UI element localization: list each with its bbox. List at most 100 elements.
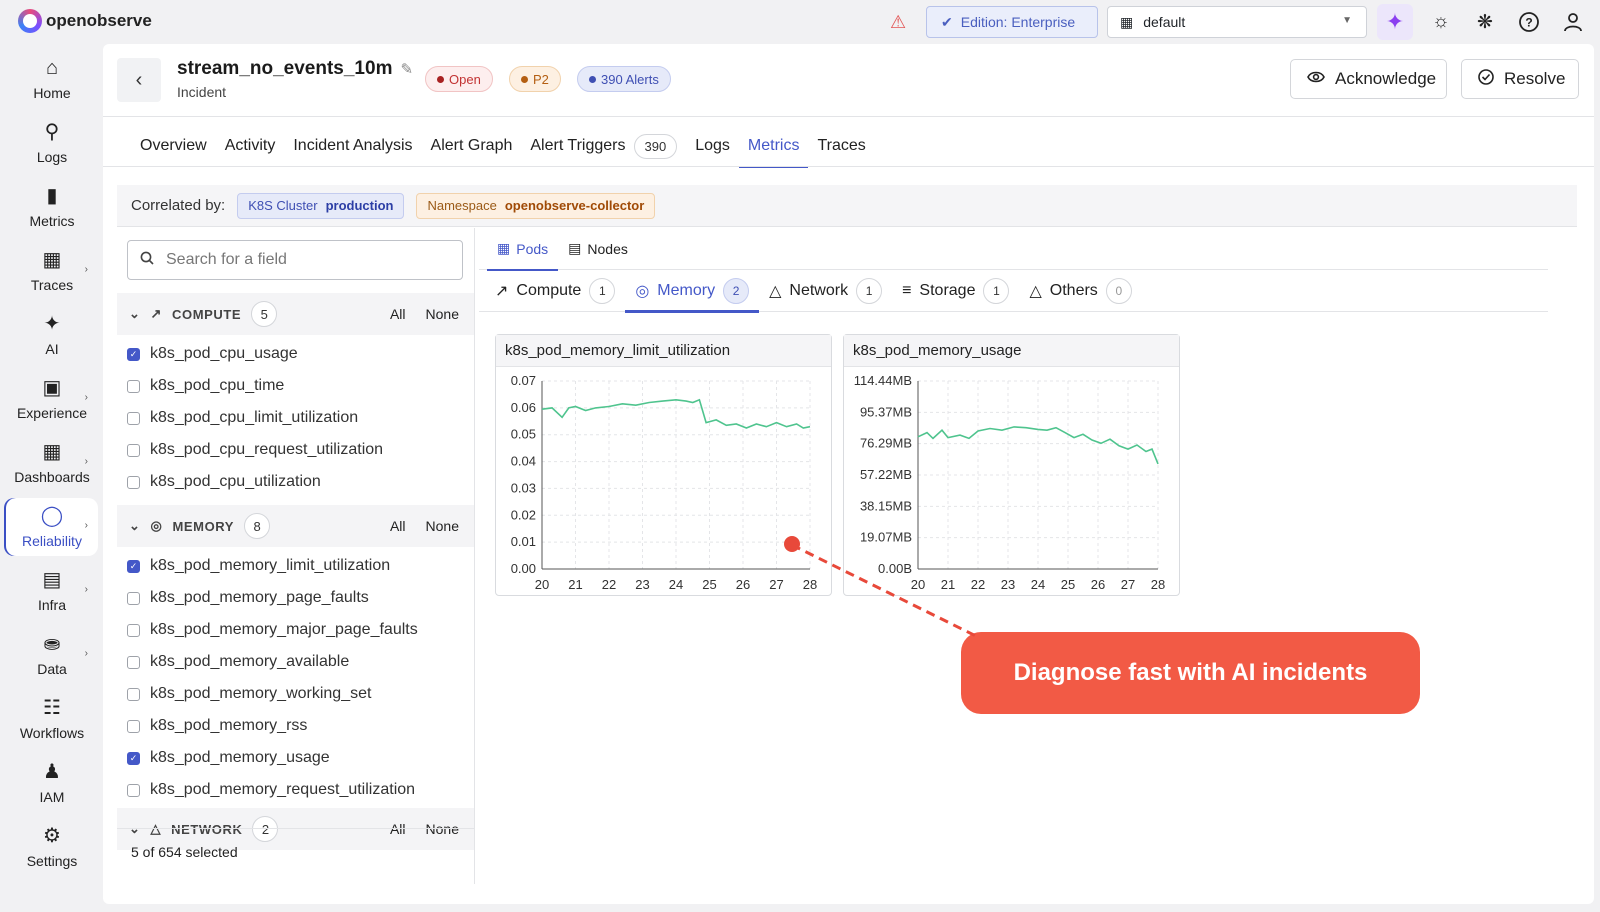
org-select[interactable]: ▦ default ▼: [1107, 6, 1367, 38]
status-text: Open: [449, 71, 481, 87]
sidebar-item-logs[interactable]: ⚲ Logs: [6, 114, 98, 172]
field-search-input[interactable]: Search for a field: [127, 240, 463, 280]
tab-pods[interactable]: ▦ Pods: [487, 228, 559, 271]
tab-label: Logs: [695, 137, 730, 154]
select-all-button[interactable]: All: [389, 518, 406, 534]
sidebar-item-workflows[interactable]: ☷ Workflows: [6, 690, 98, 748]
tab-storage[interactable]: ≡ Storage 1: [892, 270, 1019, 312]
field-row[interactable]: k8s_pod_memory_available: [127, 646, 349, 678]
x-tick-label: 28: [1151, 577, 1165, 592]
field-name: k8s_pod_cpu_request_utilization: [150, 441, 384, 458]
resolve-button[interactable]: Resolve: [1461, 59, 1579, 99]
field-row[interactable]: k8s_pod_cpu_time: [127, 370, 284, 402]
correlation-label: Correlated by:: [131, 197, 226, 214]
warning-icon[interactable]: ⚠: [890, 12, 907, 32]
sidebar-item-ai[interactable]: ✦ AI: [6, 306, 98, 364]
checkbox[interactable]: [127, 411, 140, 425]
field-row[interactable]: k8s_pod_memory_major_page_faults: [127, 614, 418, 646]
sidebar-item-home[interactable]: ⌂ Home: [6, 50, 98, 108]
field-row[interactable]: k8s_pod_cpu_utilization: [127, 466, 321, 498]
group-header-compute[interactable]: ⌄ ↗ COMPUTE 5 All None: [117, 293, 474, 335]
tab-others[interactable]: △ Others 0: [1019, 270, 1141, 312]
sidebar-item-iam[interactable]: ♟ IAM: [6, 754, 98, 812]
pods-icon: ▦: [497, 240, 511, 256]
group-header-network[interactable]: ⌄ △ NETWORK 2 All None: [117, 808, 474, 850]
y-tick-label: 0.05: [511, 427, 536, 442]
tab-alert-triggers[interactable]: Alert Triggers 390: [521, 126, 686, 166]
tab-label: Alert Triggers: [530, 137, 626, 154]
namespace-chip[interactable]: Namespace openobserve-collector: [416, 192, 656, 219]
checkbox[interactable]: [127, 591, 140, 605]
sidebar-item-infra[interactable]: ▤ Infra ›: [6, 562, 98, 620]
sidebar-item-metrics[interactable]: ▮ Metrics: [6, 178, 98, 236]
acknowledge-button[interactable]: Acknowledge: [1290, 59, 1447, 99]
edit-pencil-icon[interactable]: ✎: [400, 61, 414, 78]
select-none-button[interactable]: None: [425, 518, 459, 534]
y-tick-label: 76.29MB: [860, 436, 912, 451]
priority-dot-icon: [521, 75, 528, 83]
sidebar-item-dashboards[interactable]: ▦ Dashboards ›: [6, 434, 98, 492]
field-row[interactable]: k8s_pod_memory_request_utilization: [127, 774, 415, 806]
tab-metrics[interactable]: Metrics: [738, 126, 809, 168]
user-icon[interactable]: [1561, 10, 1585, 34]
checkbox[interactable]: [127, 719, 140, 733]
openobserve-logo-icon: [18, 9, 42, 33]
checkbox[interactable]: [127, 623, 140, 637]
checkbox-checked[interactable]: ✓: [127, 751, 140, 765]
k8s-cluster-chip[interactable]: K8S Cluster production: [237, 192, 405, 219]
tab-nodes[interactable]: ▤ Nodes: [558, 228, 638, 270]
sidebar-item-settings[interactable]: ⚙ Settings: [6, 818, 98, 876]
app-logo[interactable]: openobserve: [18, 9, 152, 33]
tab-compute[interactable]: ↗ Compute 1: [485, 270, 625, 312]
field-row[interactable]: k8s_pod_memory_rss: [127, 710, 307, 742]
y-tick-label: 114.44MB: [854, 373, 912, 388]
tab-network[interactable]: △ Network 1: [759, 270, 892, 312]
field-row[interactable]: k8s_pod_cpu_limit_utilization: [127, 402, 358, 434]
tab-label: Metrics: [747, 137, 800, 154]
help-icon[interactable]: ?: [1517, 10, 1541, 34]
checkbox[interactable]: [127, 655, 140, 669]
checkbox[interactable]: [127, 475, 140, 489]
sidebar-item-reliability[interactable]: ◯ Reliability ›: [6, 498, 98, 556]
edition-button[interactable]: ✔ Edition: Enterprise: [926, 6, 1098, 38]
select-none-button[interactable]: None: [425, 821, 459, 837]
tab-traces[interactable]: Traces: [808, 126, 874, 166]
sidebar-item-data[interactable]: ⛂ Data ›: [6, 626, 98, 684]
alerts-badge: 390 Alerts: [577, 66, 671, 92]
field-row[interactable]: k8s_pod_memory_working_set: [127, 678, 371, 710]
group-count: 5: [251, 301, 278, 327]
select-all-button[interactable]: All: [389, 306, 406, 322]
back-button[interactable]: ‹: [117, 58, 161, 102]
devices-icon: ▣: [42, 377, 62, 399]
tab-activity[interactable]: Activity: [216, 126, 285, 166]
x-tick-label: 21: [941, 577, 955, 592]
checkbox[interactable]: [127, 443, 140, 457]
field-row[interactable]: k8s_pod_memory_page_faults: [127, 582, 369, 614]
sun-icon[interactable]: ☼: [1432, 11, 1450, 32]
tab-overview[interactable]: Overview: [131, 126, 216, 166]
field-row[interactable]: ✓ k8s_pod_memory_usage: [127, 742, 330, 774]
alerts-text: 390 Alerts: [601, 71, 659, 87]
sidebar-item-experience[interactable]: ▣ Experience ›: [6, 370, 98, 428]
chevron-right-icon: ›: [84, 520, 88, 531]
ai-assistant-button[interactable]: ✦: [1377, 4, 1413, 40]
checkbox[interactable]: [127, 687, 140, 701]
tab-memory[interactable]: ◎ Memory 2: [625, 270, 759, 313]
checkbox-checked[interactable]: ✓: [127, 347, 140, 361]
field-row[interactable]: k8s_pod_cpu_request_utilization: [127, 434, 383, 466]
slack-icon[interactable]: ❋: [1477, 11, 1493, 33]
tab-incident-analysis[interactable]: Incident Analysis: [284, 126, 421, 166]
y-tick-label: 0.00B: [878, 561, 912, 576]
sidebar-item-label: Traces: [30, 277, 74, 293]
field-row[interactable]: ✓ k8s_pod_memory_limit_utilization: [127, 550, 390, 582]
select-none-button[interactable]: None: [425, 306, 459, 322]
tab-alert-graph[interactable]: Alert Graph: [422, 126, 522, 166]
field-row[interactable]: ✓ k8s_pod_cpu_usage: [127, 338, 298, 370]
sidebar-item-traces[interactable]: ▦ Traces ›: [6, 242, 98, 300]
checkbox-checked[interactable]: ✓: [127, 559, 140, 573]
tab-logs[interactable]: Logs: [686, 126, 739, 166]
checkbox[interactable]: [127, 379, 140, 393]
group-header-memory[interactable]: ⌄ ◎ MEMORY 8 All None: [117, 505, 474, 547]
select-all-button[interactable]: All: [389, 821, 406, 837]
checkbox[interactable]: [127, 783, 140, 797]
